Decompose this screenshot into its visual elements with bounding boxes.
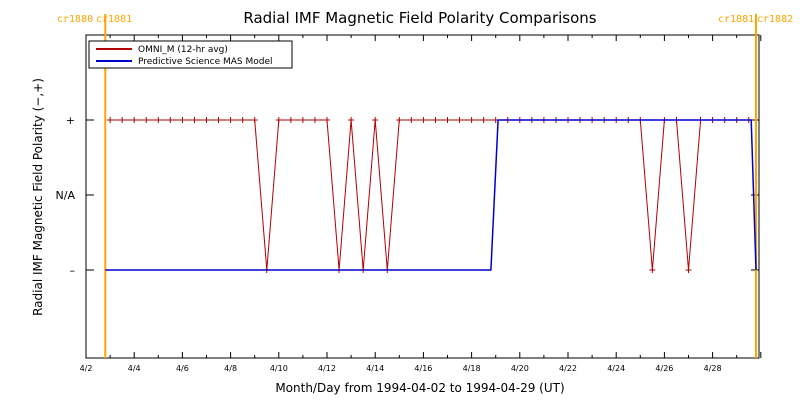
omni-data-point bbox=[239, 117, 246, 123]
x-tick-label: 4/6 bbox=[176, 364, 189, 373]
x-tick-label: 4/26 bbox=[655, 364, 673, 373]
omni-data-point bbox=[131, 117, 138, 123]
x-tick-label: 4/12 bbox=[318, 364, 336, 373]
plot-frame bbox=[85, 34, 760, 359]
omni-series-line bbox=[110, 119, 749, 271]
omni-data-point bbox=[299, 117, 306, 123]
omni-data-point bbox=[649, 267, 656, 273]
omni-data-point bbox=[143, 117, 150, 123]
carrington-lines bbox=[104, 14, 757, 358]
omni-data-point bbox=[348, 117, 355, 123]
omni-data-point bbox=[685, 267, 692, 273]
x-tick-label: 4/28 bbox=[704, 364, 722, 373]
x-tick-label: 4/14 bbox=[366, 364, 384, 373]
x-tick-label: 4/24 bbox=[607, 364, 625, 373]
y-tick-label: + bbox=[66, 114, 75, 127]
carrington-label-right-end: cr1882 bbox=[757, 14, 793, 25]
x-tick-label: 4/18 bbox=[463, 364, 481, 373]
omni-data-point bbox=[107, 117, 114, 123]
omni-data-point bbox=[444, 117, 451, 123]
x-tick-label: 4/22 bbox=[559, 364, 577, 373]
omni-data-point bbox=[480, 117, 487, 123]
omni-data-point bbox=[311, 117, 318, 123]
omni-data-point bbox=[287, 117, 294, 123]
x-tick-label: 4/20 bbox=[511, 364, 529, 373]
omni-data-point bbox=[191, 117, 198, 123]
legend: OMNI_M (12-hr avg) Predictive Science MA… bbox=[88, 40, 293, 69]
legend-box bbox=[88, 40, 293, 69]
legend-label-mas: Predictive Science MAS Model bbox=[138, 57, 273, 67]
x-tick-label: 4/16 bbox=[414, 364, 432, 373]
legend-label-omni: OMNI_M (12-hr avg) bbox=[138, 45, 228, 55]
tick-layer: 4/2 4/4 4/6 4/8 4/10 4/12 4/14 4/16 4/18 4/20 4/22… bbox=[56, 35, 762, 373]
omni-data-point bbox=[227, 117, 234, 123]
y-axis-label: Radial IMF Magnetic Field Polarity (−,+) bbox=[31, 78, 45, 316]
omni-data-point bbox=[324, 117, 330, 123]
omni-data-point bbox=[396, 117, 403, 123]
omni-data-point bbox=[203, 117, 210, 123]
carrington-label-left-end: cr1881 bbox=[96, 14, 132, 25]
omni-data-point bbox=[456, 117, 463, 123]
y-tick-label: – bbox=[70, 264, 76, 277]
omni-data-point bbox=[468, 117, 475, 123]
omni-data-point bbox=[119, 117, 126, 123]
x-tick-label: 4/10 bbox=[270, 364, 288, 373]
x-axis-label: Month/Day from 1994-04-02 to 1994-04-29 … bbox=[275, 381, 564, 395]
omni-data-point bbox=[167, 117, 174, 123]
omni-data-point bbox=[155, 117, 162, 123]
omni-data-point bbox=[251, 117, 258, 123]
y-tick-label: N/A bbox=[56, 189, 76, 202]
omni-data-point bbox=[179, 117, 186, 123]
chart-title: Radial IMF Magnetic Field Polarity Compa… bbox=[243, 9, 596, 27]
omni-data-point bbox=[420, 117, 427, 123]
omni-data-point bbox=[408, 117, 415, 123]
x-tick-label: 4/8 bbox=[224, 364, 237, 373]
omni-data-point bbox=[275, 117, 282, 123]
carrington-label-right-start: cr1881 bbox=[718, 14, 754, 25]
x-tick-label: 4/2 bbox=[80, 364, 93, 373]
omni-data-point bbox=[215, 117, 222, 123]
series-layer bbox=[105, 117, 757, 273]
carrington-label-left-start: cr1880 bbox=[57, 14, 93, 25]
omni-data-point bbox=[372, 117, 379, 123]
omni-data-point bbox=[432, 117, 439, 123]
x-tick-label: 4/4 bbox=[128, 364, 141, 373]
mas-series-line bbox=[105, 119, 757, 271]
